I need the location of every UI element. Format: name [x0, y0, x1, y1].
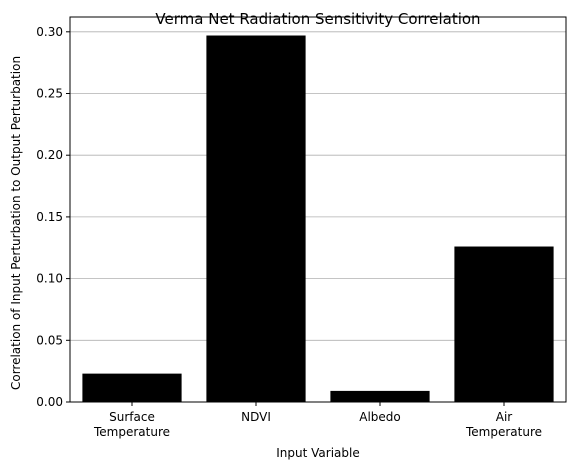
- bar: [82, 373, 182, 402]
- chart-title: Verma Net Radiation Sensitivity Correlat…: [155, 10, 480, 28]
- x-tick-label: Temperature: [93, 425, 170, 439]
- y-tick-label: 0.00: [36, 395, 63, 409]
- x-tick-label: NDVI: [241, 410, 271, 424]
- x-tick-label: Surface: [109, 410, 155, 424]
- bar: [454, 246, 554, 402]
- bar: [206, 35, 306, 403]
- y-tick-label: 0.20: [36, 148, 63, 162]
- x-tick-label: Temperature: [465, 425, 542, 439]
- grid-lines: [70, 31, 566, 403]
- bar-group: [82, 35, 554, 403]
- x-tick-label: Air: [496, 410, 513, 424]
- y-tick-label: 0.30: [36, 25, 63, 39]
- y-tick-label: 0.05: [36, 333, 63, 347]
- plot-frame: [69, 16, 567, 403]
- y-axis-label: Correlation of Input Perturbation to Out…: [9, 56, 23, 390]
- y-tick-label: 0.15: [36, 210, 63, 224]
- x-tick-label: Albedo: [359, 410, 401, 424]
- bar: [330, 390, 430, 402]
- y-tick-label: 0.25: [36, 87, 63, 101]
- y-axis-ticks: 0.00 0.05 0.10 0.15 0.20 0.25 0.30: [36, 25, 70, 409]
- y-tick-label: 0.10: [36, 272, 63, 286]
- x-axis-label: Input Variable: [276, 446, 359, 460]
